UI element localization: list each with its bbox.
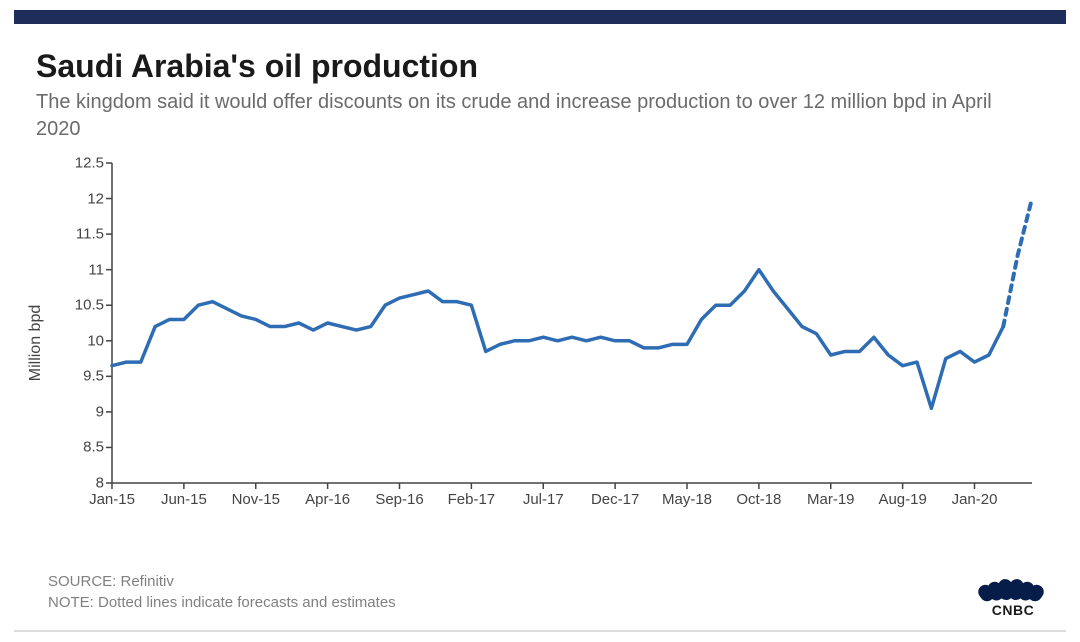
plot-svg	[112, 163, 1032, 483]
x-tick-label: Jul-17	[523, 491, 564, 508]
x-tick-label: Aug-19	[878, 491, 926, 508]
y-tick-label: 11.5	[76, 226, 104, 243]
series-forecast	[1003, 199, 1032, 327]
y-axis-label: Million bpd	[27, 305, 45, 381]
x-tick-label: May-18	[662, 491, 712, 508]
chart-card: Saudi Arabia's oil production The kingdo…	[14, 10, 1066, 632]
x-tick-label: Feb-17	[448, 491, 496, 508]
x-tick-label: Oct-18	[736, 491, 781, 508]
y-tick-label: 10	[87, 332, 104, 349]
note-line: NOTE: Dotted lines indicate forecasts an…	[48, 592, 1044, 613]
x-tick-label: Dec-17	[591, 491, 639, 508]
y-tick-label: 8.5	[83, 439, 104, 456]
y-tick-label: 10.5	[75, 297, 104, 314]
x-tick-label: Sep-16	[375, 491, 423, 508]
x-tick-label: Jan-15	[89, 491, 135, 508]
cnbc-logo-text: CNBC	[984, 602, 1042, 618]
x-tick-label: Jan-20	[952, 491, 998, 508]
cnbc-logo: CNBC	[984, 570, 1042, 618]
cnbc-peacock-icon	[984, 570, 1042, 600]
chart-container: Saudi Arabia's oil production The kingdo…	[0, 0, 1080, 642]
x-tick-label: Jun-15	[161, 491, 207, 508]
y-tick-label: 12	[87, 190, 104, 207]
y-tick-label: 12.5	[75, 155, 104, 172]
chart-subtitle: The kingdom said it would offer discount…	[36, 89, 996, 143]
chart-title: Saudi Arabia's oil production	[36, 48, 1044, 85]
series-solid	[112, 270, 1003, 409]
y-tick-label: 11	[88, 261, 104, 278]
y-tick-label: 8	[96, 475, 104, 492]
y-tick-label: 9.5	[83, 368, 104, 385]
y-tick-label: 9	[96, 403, 104, 420]
source-line: SOURCE: Refinitiv	[48, 571, 1044, 592]
plot-area: 88.599.51010.51111.51212.5Jan-15Jun-15No…	[112, 163, 1032, 483]
chart-zone: Million bpd 88.599.51010.51111.51212.5Ja…	[42, 153, 1042, 533]
x-tick-label: Nov-15	[232, 491, 280, 508]
x-tick-label: Apr-16	[305, 491, 350, 508]
x-tick-label: Mar-19	[807, 491, 855, 508]
footnotes: SOURCE: Refinitiv NOTE: Dotted lines ind…	[48, 571, 1044, 613]
